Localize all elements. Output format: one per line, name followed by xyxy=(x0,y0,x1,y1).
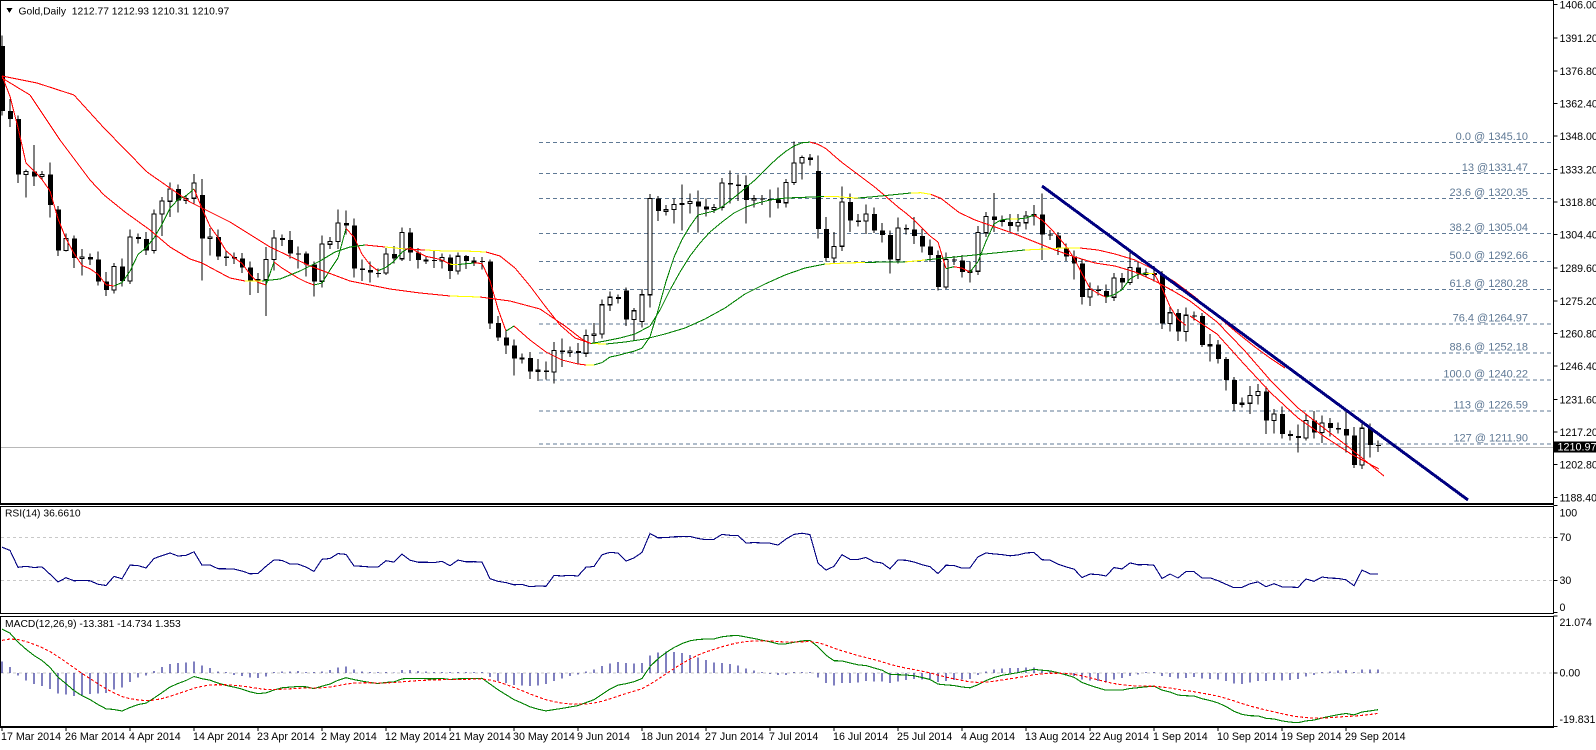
svg-text:88.6 @ 1252.18: 88.6 @ 1252.18 xyxy=(1450,341,1528,353)
svg-text:0.0 @ 1345.10: 0.0 @ 1345.10 xyxy=(1456,131,1528,143)
svg-text:1202.80: 1202.80 xyxy=(1560,460,1596,472)
svg-text:26 Mar 2014: 26 Mar 2014 xyxy=(65,731,125,743)
svg-text:1 Sep 2014: 1 Sep 2014 xyxy=(1153,731,1208,743)
svg-text:4 Aug 2014: 4 Aug 2014 xyxy=(961,731,1015,743)
svg-text:1391.20: 1391.20 xyxy=(1560,33,1596,45)
svg-text:50.0 @ 1292.66: 50.0 @ 1292.66 xyxy=(1450,250,1528,262)
svg-text:13 @1331.47: 13 @1331.47 xyxy=(1462,162,1528,174)
svg-text:RSI(14) 36.6610: RSI(14) 36.6610 xyxy=(5,509,81,520)
svg-text:Gold,Daily 1212.77 1212.93 12: Gold,Daily 1212.77 1212.93 1210.31 1210.… xyxy=(19,7,230,18)
svg-text:25 Jul 2014: 25 Jul 2014 xyxy=(897,731,952,743)
svg-text:1348.00: 1348.00 xyxy=(1560,131,1596,143)
svg-text:18 Jun 2014: 18 Jun 2014 xyxy=(641,731,700,743)
svg-text:21 May 2014: 21 May 2014 xyxy=(449,731,511,743)
svg-text:1333.20: 1333.20 xyxy=(1560,165,1596,177)
svg-text:22 Aug 2014: 22 Aug 2014 xyxy=(1089,731,1149,743)
svg-text:-19.831: -19.831 xyxy=(1560,714,1596,726)
svg-text:61.8 @ 1280.28: 61.8 @ 1280.28 xyxy=(1450,278,1528,290)
svg-text:1246.40: 1246.40 xyxy=(1560,361,1596,373)
svg-text:7 Jul 2014: 7 Jul 2014 xyxy=(769,731,818,743)
svg-text:1318.80: 1318.80 xyxy=(1560,197,1596,209)
svg-text:13 Aug 2014: 13 Aug 2014 xyxy=(1025,731,1085,743)
svg-text:23.6 @ 1320.35: 23.6 @ 1320.35 xyxy=(1450,187,1528,199)
svg-text:127 @ 1211.90: 127 @ 1211.90 xyxy=(1453,433,1528,445)
svg-text:76.4 @1264.97: 76.4 @1264.97 xyxy=(1453,313,1528,325)
svg-text:1231.60: 1231.60 xyxy=(1560,395,1596,407)
svg-text:MACD(12,26,9) -13.381 -14.734: MACD(12,26,9) -13.381 -14.734 1.353 xyxy=(5,619,181,630)
svg-text:16 Jul 2014: 16 Jul 2014 xyxy=(833,731,888,743)
svg-text:23 Apr 2014: 23 Apr 2014 xyxy=(257,731,315,743)
svg-text:1217.20: 1217.20 xyxy=(1560,427,1596,439)
svg-text:100: 100 xyxy=(1560,508,1578,520)
svg-text:19 Sep 2014: 19 Sep 2014 xyxy=(1281,731,1342,743)
svg-text:1275.20: 1275.20 xyxy=(1560,296,1596,308)
svg-text:1289.60: 1289.60 xyxy=(1560,263,1596,275)
svg-text:21.074: 21.074 xyxy=(1560,617,1593,629)
svg-text:27 Jun 2014: 27 Jun 2014 xyxy=(705,731,764,743)
svg-text:100.0 @ 1240.22: 100.0 @ 1240.22 xyxy=(1443,369,1528,381)
svg-text:1406.00: 1406.00 xyxy=(1560,0,1596,12)
svg-text:9 Jun 2014: 9 Jun 2014 xyxy=(577,731,630,743)
svg-text:4 Apr 2014: 4 Apr 2014 xyxy=(129,731,181,743)
svg-text:113 @ 1226.59: 113 @ 1226.59 xyxy=(1453,399,1528,411)
svg-text:38.2 @ 1305.04: 38.2 @ 1305.04 xyxy=(1450,222,1528,234)
svg-text:12 May 2014: 12 May 2014 xyxy=(385,731,447,743)
svg-text:17 Mar 2014: 17 Mar 2014 xyxy=(1,731,61,743)
svg-text:30 May 2014: 30 May 2014 xyxy=(513,731,575,743)
svg-text:1260.80: 1260.80 xyxy=(1560,328,1596,340)
svg-text:1304.40: 1304.40 xyxy=(1560,230,1596,242)
svg-text:0.00: 0.00 xyxy=(1560,668,1581,680)
svg-text:10 Sep 2014: 10 Sep 2014 xyxy=(1217,731,1278,743)
svg-text:30: 30 xyxy=(1560,575,1572,587)
svg-text:2 May 2014: 2 May 2014 xyxy=(321,731,377,743)
svg-text:1376.80: 1376.80 xyxy=(1560,66,1596,78)
svg-text:1210.97: 1210.97 xyxy=(1558,442,1596,454)
svg-text:0: 0 xyxy=(1560,602,1566,614)
svg-text:1188.40: 1188.40 xyxy=(1560,492,1596,504)
svg-text:14 Apr 2014: 14 Apr 2014 xyxy=(193,731,251,743)
svg-text:1362.40: 1362.40 xyxy=(1560,98,1596,110)
svg-text:70: 70 xyxy=(1560,532,1572,544)
svg-text:29 Sep 2014: 29 Sep 2014 xyxy=(1345,731,1406,743)
